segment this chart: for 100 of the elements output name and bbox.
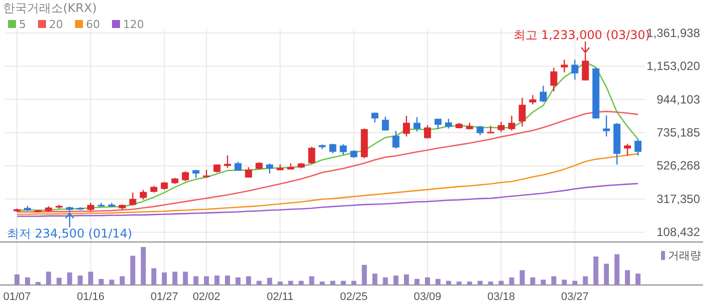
candlestick bbox=[182, 170, 189, 182]
bar bbox=[636, 274, 640, 285]
x-tick-label: 01/07 bbox=[3, 290, 31, 303]
candlestick bbox=[571, 59, 578, 80]
candlestick bbox=[476, 125, 484, 136]
bar bbox=[382, 277, 388, 285]
y-tick-label: 317,350 bbox=[656, 192, 700, 206]
y-tick-label: 735,185 bbox=[656, 125, 700, 140]
bar bbox=[393, 276, 398, 285]
bar bbox=[88, 272, 94, 285]
x-tick-label: 03/27 bbox=[561, 290, 589, 303]
y-tick-label: 526,268 bbox=[656, 158, 700, 173]
bar bbox=[488, 282, 494, 285]
y-tick-label: 1,153,020 bbox=[646, 59, 700, 74]
bar bbox=[498, 280, 504, 285]
bar bbox=[456, 282, 462, 285]
line-series bbox=[16, 110, 639, 213]
x-tick-label: 01/27 bbox=[150, 290, 178, 303]
y-tick-label: 944,103 bbox=[656, 92, 700, 106]
bar bbox=[182, 272, 188, 285]
candlestick bbox=[129, 192, 136, 206]
bar bbox=[340, 280, 346, 285]
bar bbox=[246, 276, 252, 285]
x-tick-label: 03/09 bbox=[414, 290, 442, 303]
bar bbox=[446, 280, 452, 285]
candlestick bbox=[498, 121, 505, 133]
candlestick bbox=[550, 67, 558, 92]
bar bbox=[624, 270, 630, 285]
legend-label: 거래량 bbox=[668, 249, 701, 262]
bar bbox=[214, 276, 220, 285]
bar bbox=[140, 247, 146, 285]
candlestick bbox=[445, 118, 452, 130]
candlestick bbox=[560, 59, 568, 73]
bar bbox=[56, 278, 62, 285]
candlestick bbox=[382, 116, 389, 132]
bar bbox=[509, 277, 514, 285]
bar bbox=[414, 278, 420, 285]
bar bbox=[120, 276, 125, 285]
legend-label: 20 bbox=[49, 18, 63, 31]
candlestick bbox=[424, 124, 431, 140]
bar bbox=[436, 278, 441, 285]
candlestick bbox=[224, 154, 232, 168]
bar bbox=[67, 272, 72, 285]
bar bbox=[36, 282, 41, 285]
bar bbox=[130, 256, 136, 285]
bar bbox=[193, 276, 198, 285]
candlestick bbox=[508, 115, 516, 132]
candlestick bbox=[402, 115, 410, 138]
candlestick bbox=[518, 97, 526, 128]
x-tick-label: 03/18 bbox=[487, 290, 515, 303]
candlestick bbox=[340, 144, 347, 156]
candlestick bbox=[392, 130, 400, 150]
candlestick bbox=[540, 85, 547, 103]
x-tick-label: 02/02 bbox=[192, 290, 220, 303]
bar bbox=[278, 282, 283, 285]
legend-label: 60 bbox=[86, 18, 100, 31]
bar bbox=[256, 280, 262, 285]
bar bbox=[424, 277, 430, 285]
candlestick bbox=[308, 146, 316, 164]
bar bbox=[530, 277, 536, 285]
bar bbox=[593, 256, 598, 285]
bar bbox=[351, 280, 356, 285]
bar bbox=[151, 268, 156, 285]
bar bbox=[309, 276, 314, 285]
y-tick-label: 108,432 bbox=[656, 225, 700, 240]
bar bbox=[267, 278, 272, 285]
bar bbox=[109, 280, 114, 285]
candlestick bbox=[413, 116, 420, 132]
chart-title: 한국거래소(KRX) bbox=[3, 1, 97, 15]
legend-label: 120 bbox=[123, 18, 144, 31]
bar bbox=[204, 276, 209, 285]
x-tick-label: 02/25 bbox=[340, 290, 368, 303]
bar bbox=[14, 274, 20, 285]
bar bbox=[540, 280, 546, 285]
bar bbox=[572, 280, 578, 285]
legend-label: 5 bbox=[19, 18, 26, 31]
candlestick bbox=[266, 162, 274, 174]
bar bbox=[467, 282, 472, 285]
bar bbox=[551, 276, 556, 285]
candlestick bbox=[529, 94, 536, 106]
bar bbox=[520, 270, 525, 285]
bar bbox=[478, 280, 483, 285]
line-series bbox=[16, 153, 639, 215]
bar bbox=[236, 277, 241, 285]
bar bbox=[330, 280, 336, 285]
bar bbox=[162, 272, 167, 285]
bar bbox=[225, 276, 230, 285]
candlestick bbox=[624, 143, 631, 156]
bar bbox=[288, 280, 294, 285]
bar bbox=[562, 280, 567, 285]
candlestick bbox=[634, 138, 642, 156]
bar bbox=[582, 276, 588, 285]
bar bbox=[78, 276, 83, 285]
annotation: 최저 234,500 (01/14) bbox=[7, 226, 132, 240]
x-tick-label: 02/11 bbox=[266, 290, 294, 303]
bar bbox=[25, 277, 30, 285]
bar bbox=[362, 264, 367, 285]
bar bbox=[298, 280, 304, 285]
candlestick bbox=[602, 114, 610, 138]
bar bbox=[98, 278, 104, 285]
